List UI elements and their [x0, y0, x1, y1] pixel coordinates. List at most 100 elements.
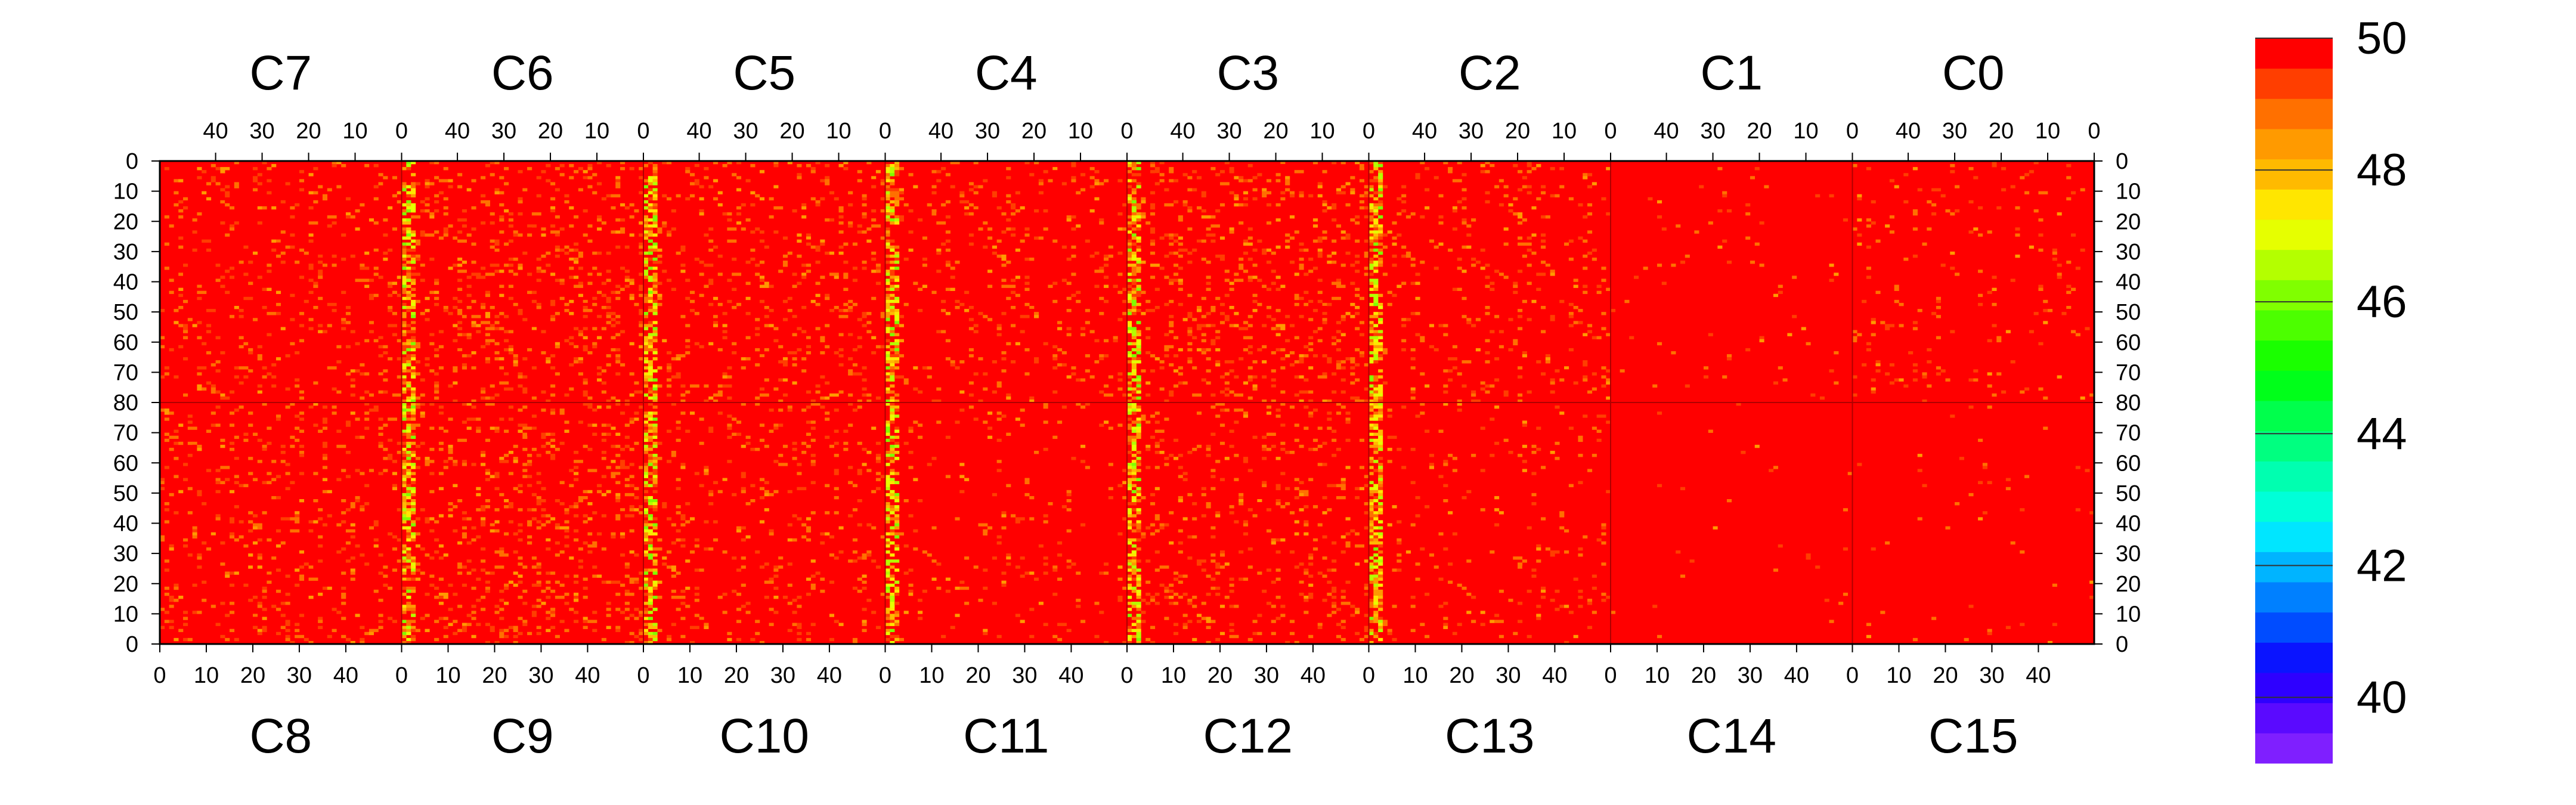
heatmap-cell: [1373, 348, 1379, 352]
heatmap-cell: [327, 324, 332, 327]
heatmap-cell: [652, 357, 658, 361]
heatmap-cell: [406, 620, 411, 623]
heatmap-cell: [908, 230, 914, 234]
heatmap-cell: [2066, 306, 2072, 309]
heatmap-cell: [1355, 233, 1360, 237]
heatmap-cell: [411, 532, 416, 536]
heatmap-cell: [182, 520, 188, 524]
heatmap-cell: [401, 411, 407, 415]
heatmap-cell: [1373, 287, 1379, 291]
heatmap-cell: [457, 571, 463, 575]
heatmap-cell: [267, 167, 272, 171]
heatmap-cell: [639, 221, 644, 225]
heatmap-cell: [504, 634, 509, 639]
heatmap-cell: [285, 182, 290, 185]
heatmap-cell: [1373, 264, 1379, 267]
heatmap-cell: [601, 390, 606, 394]
heatmap-cell: [843, 161, 849, 165]
heatmap-cell: [1052, 299, 1058, 304]
heatmap-cell: [1541, 372, 1546, 376]
heatmap-cell: [1145, 381, 1151, 385]
heatmap-cell: [838, 309, 844, 312]
heatmap-cell: [652, 348, 658, 352]
heatmap-cell: [406, 191, 411, 194]
heatmap-cell: [1201, 215, 1206, 219]
heatmap-cell: [931, 209, 937, 213]
heatmap-cell: [639, 287, 644, 291]
heatmap-cell: [1368, 206, 1374, 210]
heatmap-cell: [443, 309, 448, 312]
heatmap-cell: [987, 270, 993, 273]
heatmap-cell: [1043, 170, 1048, 174]
heatmap-cell: [406, 484, 411, 488]
heatmap-cell: [550, 354, 556, 358]
heatmap-cell: [1503, 369, 1509, 373]
heatmap-cell: [1271, 351, 1276, 355]
heatmap-cell: [1136, 206, 1141, 210]
heatmap-cell: [1633, 275, 1639, 279]
heatmap-cell: [1159, 387, 1165, 391]
heatmap-cell: [1280, 366, 1286, 370]
heatmap-cell: [187, 233, 193, 237]
heatmap-cell: [360, 396, 365, 400]
heatmap-cell: [1387, 251, 1392, 255]
heatmap-cell: [708, 396, 714, 400]
heatmap-cell: [1201, 378, 1206, 382]
heatmap-cell: [1355, 200, 1360, 204]
heatmap-cell: [1596, 233, 1602, 237]
heatmap-cell: [1378, 393, 1383, 397]
heatmap-cell: [178, 628, 184, 633]
heatmap-cell: [1652, 384, 1658, 388]
heatmap-cell: [295, 529, 300, 532]
heatmap-cell: [564, 245, 569, 249]
heatmap-cell: [322, 330, 328, 333]
heatmap-cell: [1192, 393, 1197, 397]
heatmap-cell: [275, 529, 281, 532]
heatmap-cell: [1332, 218, 1337, 222]
heatmap-cell: [1378, 369, 1383, 373]
heatmap-cell: [792, 318, 797, 321]
heatmap-cell: [243, 484, 249, 488]
heatmap-cell: [829, 191, 835, 194]
heatmap-cell: [657, 302, 662, 306]
heatmap-cell: [782, 261, 788, 264]
heatmap-cell: [415, 342, 420, 346]
heatmap-cell: [248, 529, 253, 532]
heatmap-cell: [1117, 176, 1123, 179]
heatmap-cell: [295, 568, 300, 572]
heatmap-cell: [843, 261, 849, 264]
heatmap-cell: [1792, 275, 1797, 279]
heatmap-cell: [1438, 324, 1444, 327]
heatmap-cell: [1518, 170, 1523, 174]
heatmap-cell: [527, 233, 532, 237]
heatmap-cell: [476, 251, 481, 255]
heatmap-cell: [1378, 333, 1383, 336]
heatmap-cell: [1573, 321, 1578, 324]
heatmap-cell: [1299, 188, 1304, 191]
heatmap-cell: [1429, 324, 1434, 327]
heatmap-cell: [1201, 333, 1206, 336]
heatmap-cell: [629, 293, 634, 298]
heatmap-cell: [425, 586, 430, 590]
heatmap-cell: [894, 366, 900, 370]
heatmap-cell: [1587, 324, 1593, 327]
heatmap-cell: [1345, 203, 1351, 207]
heatmap-cell: [457, 230, 463, 234]
heatmap-cell: [782, 363, 788, 367]
heatmap-cell: [434, 224, 439, 228]
heatmap-cell: [759, 354, 765, 358]
heatmap-cell: [1131, 161, 1137, 165]
heatmap-cell: [271, 357, 277, 361]
heatmap-cell: [494, 605, 500, 608]
heatmap-cell: [1285, 296, 1290, 301]
heatmap-cell: [857, 345, 862, 349]
heatmap-cell: [1420, 339, 1425, 343]
heatmap-cell: [1127, 384, 1132, 388]
heatmap-cell: [643, 324, 649, 327]
heatmap-cell: [1885, 224, 1890, 228]
heatmap-cell: [202, 290, 207, 295]
heatmap-cell: [1927, 227, 1932, 231]
heatmap-cell: [425, 559, 430, 563]
heatmap-cell: [1150, 369, 1156, 373]
heatmap-cell: [443, 617, 448, 620]
